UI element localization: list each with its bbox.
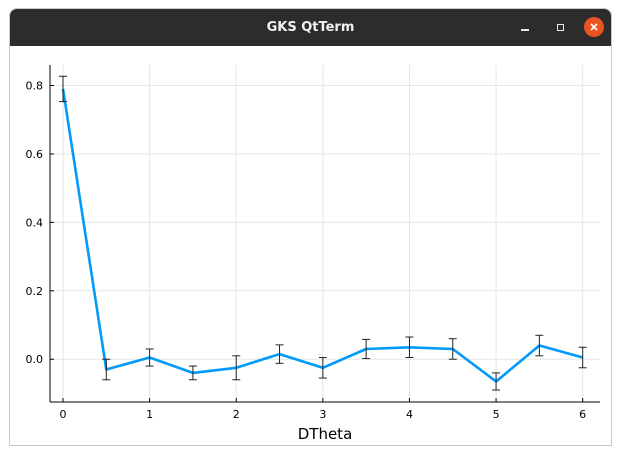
series-layer: [58, 75, 587, 391]
app-window: GKS QtTerm 0 1 2 3 4 5 6 0.0 0.2 0.4 0.6 0.8 DTheta: [9, 8, 612, 446]
error-bar: [58, 75, 67, 103]
error-bar: [318, 357, 327, 379]
minimize-button[interactable]: [515, 17, 535, 37]
plot-area: 0 1 2 3 4 5 6 0.0 0.2 0.4 0.6 0.8 DTheta: [10, 46, 611, 445]
minimize-icon: [521, 29, 529, 31]
x-tick-label: 2: [233, 408, 240, 421]
window-title: GKS QtTerm: [266, 20, 355, 35]
y-tick-label: 0.8: [26, 80, 44, 93]
x-tick-label: 0: [59, 408, 66, 421]
close-icon: [590, 23, 598, 31]
x-tick-label: 1: [146, 408, 153, 421]
tick-labels: 0 1 2 3 4 5 6 0.0 0.2 0.4 0.6 0.8: [26, 80, 587, 421]
x-tick-label: 3: [319, 408, 326, 421]
error-bar: [145, 348, 154, 367]
error-bar: [578, 346, 587, 369]
y-tick-label: 0.4: [26, 216, 44, 229]
maximize-icon: [556, 23, 564, 31]
error-bar: [535, 334, 544, 357]
x-tick-label: 4: [406, 408, 413, 421]
error-bar: [188, 365, 197, 381]
grid-lines: [50, 65, 600, 402]
y-tick-label: 0.2: [26, 285, 44, 298]
y-tick-label: 0.6: [26, 148, 44, 161]
error-bar: [448, 338, 457, 360]
error-bar: [492, 372, 501, 391]
line-chart: 0 1 2 3 4 5 6 0.0 0.2 0.4 0.6 0.8 DTheta: [26, 65, 600, 443]
y-tick-label: 0.0: [26, 353, 44, 366]
x-axis-label: DTheta: [298, 425, 353, 443]
x-tick-label: 6: [579, 408, 586, 421]
error-bar: [405, 336, 414, 359]
error-bar: [362, 338, 371, 360]
title-bar[interactable]: GKS QtTerm: [10, 9, 611, 46]
error-bar: [102, 358, 111, 381]
error-bar: [232, 355, 241, 381]
maximize-button[interactable]: [550, 17, 570, 37]
axes: [49, 65, 600, 403]
error-bar: [275, 344, 284, 364]
close-button[interactable]: [584, 17, 604, 37]
x-tick-label: 5: [493, 408, 500, 421]
